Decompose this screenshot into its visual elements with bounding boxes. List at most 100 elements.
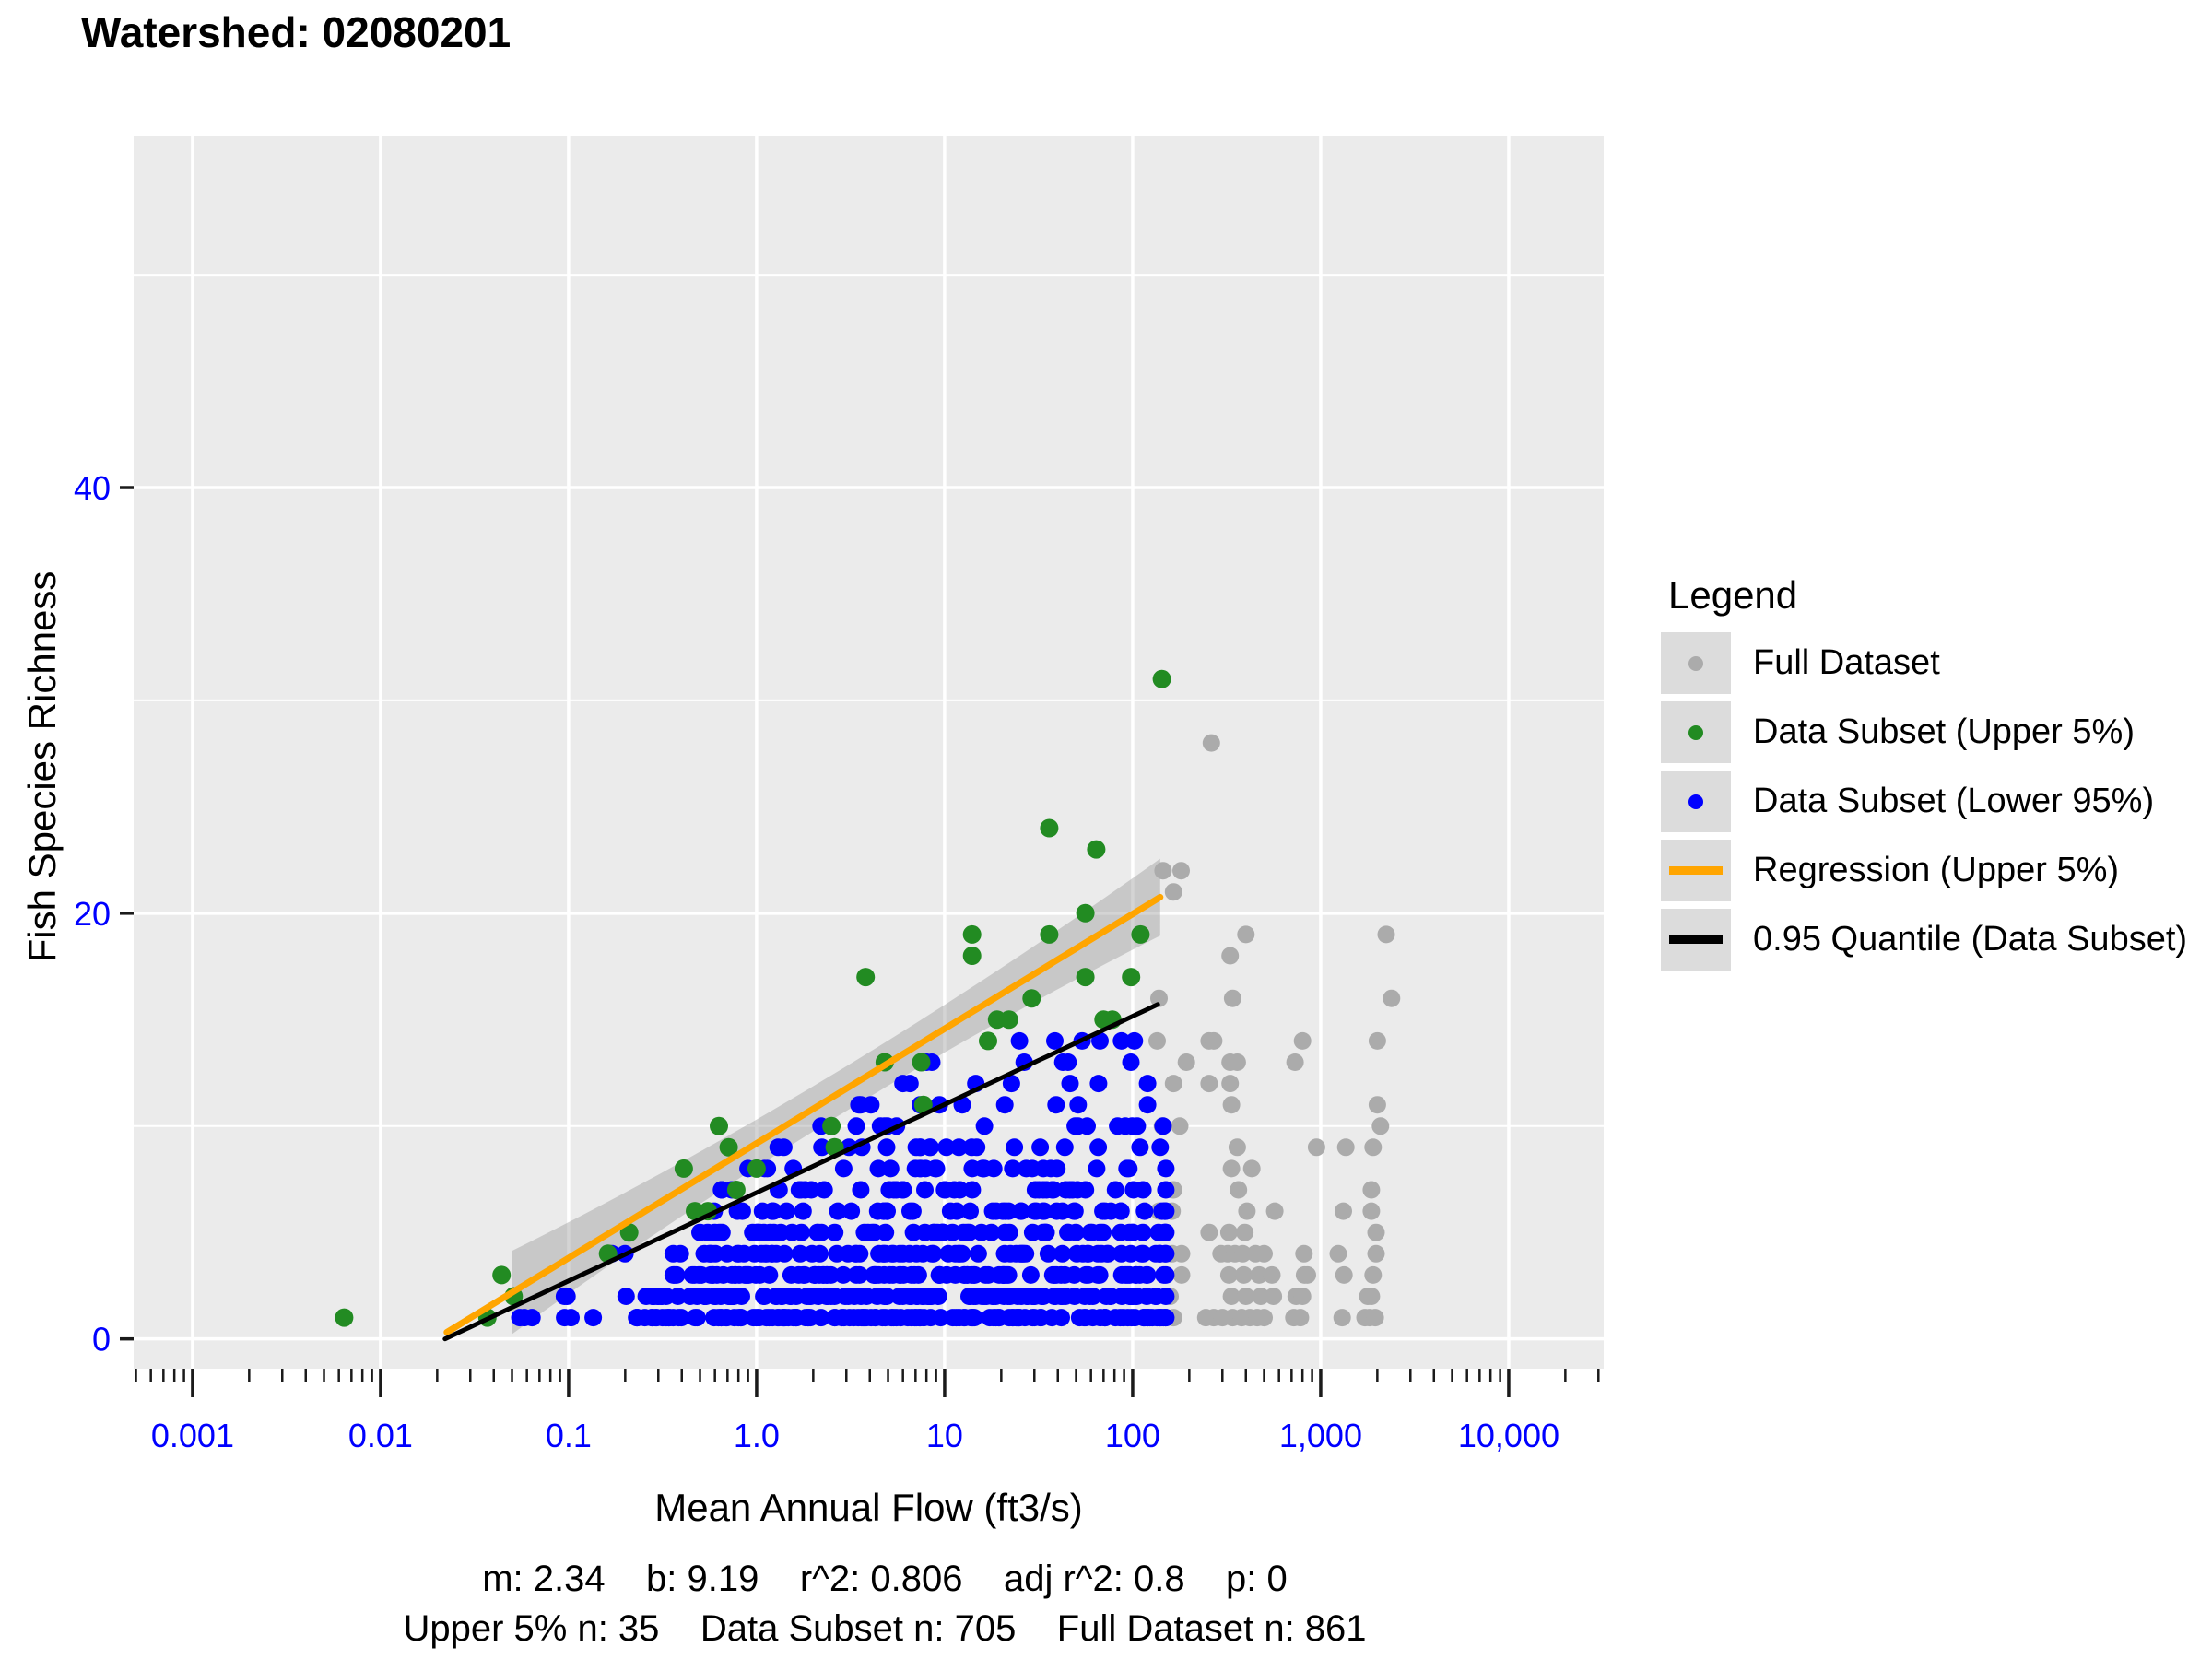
data-point — [939, 1244, 958, 1263]
data-point — [901, 1202, 919, 1220]
x-tick-label: 1.0 — [734, 1417, 780, 1454]
data-point — [708, 1265, 726, 1284]
data-point — [1200, 1223, 1218, 1241]
data-point — [999, 1010, 1018, 1030]
data-point — [492, 1265, 512, 1285]
data-point — [1333, 1309, 1351, 1327]
data-point — [688, 1288, 706, 1305]
data-point — [1233, 1244, 1252, 1263]
data-point — [1010, 1031, 1029, 1050]
data-point — [1154, 1117, 1172, 1135]
data-point — [979, 1031, 997, 1051]
data-point — [787, 1288, 806, 1305]
legend-item-full-dataset: Full Dataset — [1661, 632, 2187, 694]
data-point — [584, 1309, 603, 1327]
data-point — [1171, 1117, 1189, 1135]
data-point — [877, 1138, 896, 1157]
data-point — [1336, 1138, 1355, 1157]
legend-line-swatch — [1669, 866, 1723, 875]
data-point — [1053, 1288, 1072, 1305]
data-point — [767, 1288, 785, 1305]
data-point — [900, 1244, 919, 1263]
data-point — [852, 1181, 870, 1199]
legend-label: Data Subset (Lower 95%) — [1753, 782, 2155, 820]
x-tick-label: 0.01 — [348, 1417, 413, 1454]
legend-point-swatch — [1688, 794, 1703, 809]
data-point — [877, 1202, 896, 1220]
y-axis-title: Fish Species Richness — [20, 571, 64, 963]
data-point — [1205, 1031, 1223, 1050]
data-point — [1065, 1288, 1084, 1305]
data-point — [1228, 1138, 1246, 1157]
data-point — [1364, 1265, 1382, 1284]
regression-line — [443, 893, 1164, 1335]
data-point — [726, 1181, 746, 1199]
data-point — [747, 1223, 766, 1241]
data-point — [813, 1138, 831, 1157]
data-point — [1101, 1288, 1120, 1305]
legend-key-subset-upper-5 — [1661, 701, 1731, 763]
data-point — [1101, 1202, 1120, 1220]
data-point — [1001, 1288, 1019, 1305]
data-point — [1112, 1031, 1131, 1050]
data-point — [617, 1288, 635, 1305]
data-point — [1222, 1159, 1241, 1178]
data-point — [1255, 1309, 1273, 1327]
data-point — [671, 1244, 689, 1263]
data-point — [1032, 1309, 1050, 1327]
data-point — [1172, 862, 1190, 880]
data-point — [1222, 1288, 1241, 1305]
data-point — [927, 1159, 946, 1178]
data-point — [1138, 1309, 1157, 1327]
data-point — [1001, 1244, 1019, 1263]
data-point — [962, 947, 982, 965]
data-point — [702, 1244, 721, 1263]
data-point — [728, 1244, 747, 1263]
legend-item-regression-upper-5: Regression (Upper 5%) — [1661, 840, 2187, 901]
data-point — [1366, 1309, 1384, 1327]
legend-key-regression-upper-5 — [1661, 840, 1731, 901]
data-point — [1295, 1244, 1313, 1263]
data-point — [1138, 1075, 1157, 1093]
data-point — [913, 1095, 933, 1114]
data-point — [1021, 1265, 1040, 1284]
plot-panel — [134, 136, 1604, 1369]
data-point — [1230, 1181, 1248, 1199]
x-axis-title: Mean Annual Flow (ft3/s) — [654, 1486, 1083, 1529]
data-point — [1037, 1223, 1055, 1241]
data-point — [1124, 1181, 1143, 1199]
data-point — [960, 1223, 979, 1241]
data-point — [1023, 1223, 1041, 1241]
data-point — [523, 1309, 541, 1327]
data-point — [935, 1181, 954, 1199]
data-point — [725, 1265, 744, 1284]
data-point — [1286, 1053, 1304, 1071]
data-point — [1134, 1244, 1152, 1263]
data-point — [1006, 1138, 1024, 1157]
legend-item-quantile-095: 0.95 Quantile (Data Subset) — [1661, 909, 2187, 971]
data-point — [1151, 1309, 1169, 1327]
y-tick-label: 0 — [92, 1321, 111, 1359]
data-point — [1022, 989, 1041, 1008]
data-point — [1155, 1265, 1173, 1284]
data-point — [1131, 1138, 1149, 1157]
legend-label: Data Subset (Upper 5%) — [1753, 712, 2135, 751]
data-point — [1219, 1265, 1238, 1284]
data-point — [1263, 1265, 1281, 1284]
data-point — [1368, 1031, 1386, 1050]
data-point — [1066, 1223, 1085, 1241]
data-point — [923, 1244, 941, 1263]
data-point — [1172, 1265, 1191, 1284]
data-point — [877, 1288, 896, 1305]
data-point — [856, 968, 876, 987]
data-point — [913, 1288, 931, 1305]
data-point — [777, 1202, 795, 1220]
data-point — [847, 1117, 865, 1135]
data-point — [1004, 1159, 1022, 1178]
data-point — [1012, 1202, 1030, 1220]
data-point — [1335, 1265, 1353, 1284]
legend-key-subset-lower-95 — [1661, 771, 1731, 832]
data-point — [1237, 1288, 1255, 1305]
data-point — [1255, 1244, 1273, 1263]
